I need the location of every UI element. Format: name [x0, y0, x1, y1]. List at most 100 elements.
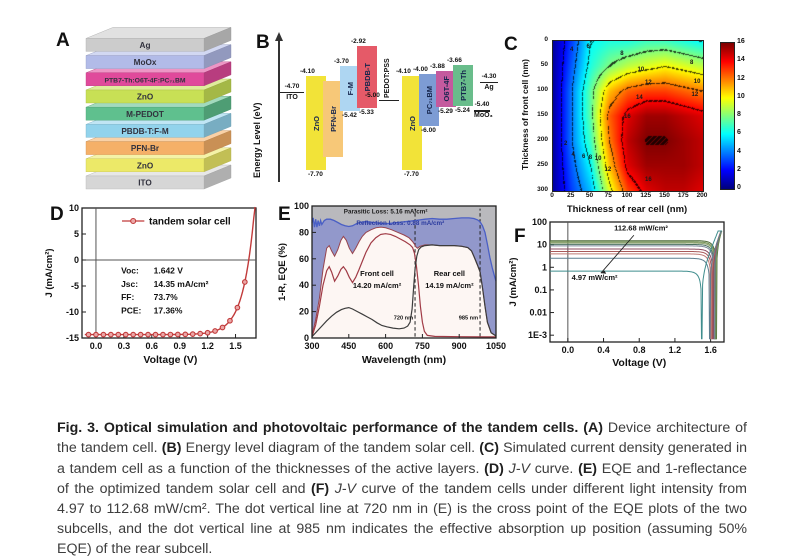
energy-level-MoO₃: [474, 110, 490, 112]
svg-text:17.36%: 17.36%: [154, 305, 183, 315]
svg-text:Ag: Ag: [140, 41, 151, 50]
energy-bar-ZnO: ZnO: [306, 76, 326, 170]
svg-text:600: 600: [378, 341, 393, 351]
svg-text:M-PEDOT: M-PEDOT: [126, 110, 164, 119]
energy-name-vertical: PEDOT:PSS: [384, 58, 391, 98]
energy-bar-PC₇₁BM: PC₇₁BM: [419, 73, 439, 126]
svg-text:0.3: 0.3: [118, 341, 131, 351]
svg-text:Front cell: Front cell: [360, 269, 394, 278]
svg-text:1-R, EQE (%): 1-R, EQE (%): [277, 243, 288, 301]
contour-label: 12: [645, 80, 652, 86]
contour-label: 12: [691, 92, 699, 98]
panel-energy-levels: B Energy Level (eV) ZnO -4.10 -7.70 PFN-Br F…: [252, 18, 500, 200]
energy-value: -2.92: [351, 37, 366, 45]
energy-axis-arrow: [274, 32, 283, 41]
energy-bar-O6T-4F: O6T-4F: [436, 70, 456, 108]
svg-text:10: 10: [537, 240, 547, 250]
eqe-area: [312, 227, 496, 338]
panel-jv-curve: D 0.0 0.3 0.6 0.9 1.2 1.5 10 5 0 -5 -10 -15 Voltage …: [42, 198, 278, 374]
front-eqe-curve: [311, 233, 496, 338]
eqe-plot: 300 450 600 750 900 1050 0 20 40 60 80 100 Wavelengt…: [277, 201, 506, 366]
svg-text:0.4: 0.4: [597, 345, 610, 355]
svg-text:720 nm: 720 nm: [394, 316, 413, 322]
svg-text:40: 40: [299, 280, 309, 290]
panel-label-a: A: [56, 30, 70, 51]
svg-text:1.6: 1.6: [704, 345, 717, 355]
svg-text:14.20 mA/cm²: 14.20 mA/cm²: [353, 281, 402, 290]
svg-text:MoOx: MoOx: [134, 58, 157, 67]
svg-text:Voc:: Voc:: [121, 266, 139, 276]
colorbar-canvas: [720, 42, 735, 190]
svg-text:900: 900: [452, 341, 467, 351]
energy-level-PEDOT:PSS: [379, 99, 399, 102]
svg-text:Jsc:: Jsc:: [121, 279, 138, 289]
contour-label: 10: [594, 156, 602, 162]
stack-layer-front: [85, 141, 205, 155]
svg-text:1E-3: 1E-3: [528, 330, 547, 340]
heatmap-canvas: [552, 40, 704, 192]
contour-label: 16: [645, 177, 652, 183]
svg-text:300: 300: [304, 341, 319, 351]
contour-label: 4: [570, 47, 574, 53]
svg-text:100: 100: [294, 201, 309, 211]
energy-diagram-area: ZnO -4.10 -7.70 PFN-Br F-M -3.70 -5.42 PBDB-T -2…: [252, 18, 500, 200]
svg-text:73.7%: 73.7%: [154, 292, 179, 302]
panel-label-e: E: [278, 204, 291, 225]
panel-eqe: E 300 450 600 750 900 1050 0 20 40 60 80 100 Wavelen…: [276, 198, 508, 374]
svg-text:1.2: 1.2: [669, 345, 682, 355]
svg-text:-10: -10: [66, 307, 79, 317]
intensity-curves: [550, 230, 723, 340]
svg-text:Voltage (V): Voltage (V): [612, 357, 666, 369]
svg-text:985 nm: 985 nm: [459, 316, 478, 322]
stack-layer-front: [85, 106, 205, 121]
panel-light-intensity-jv: F 0.0 0.4 0.8 1.2 1.6 100 10 1 0.1 0.01 1E-3 Voltag…: [506, 214, 750, 374]
energy-bar-ZnO: ZnO: [402, 76, 422, 170]
figure-caption: Fig. 3. Optical simulation and photovolt…: [57, 420, 748, 558]
svg-text:J (mA/cm²): J (mA/cm²): [508, 257, 519, 306]
svg-text:Parasitic Loss: 5.16 mA/cm²: Parasitic Loss: 5.16 mA/cm²: [344, 208, 428, 215]
svg-text:0.9: 0.9: [173, 341, 186, 351]
stack-layer-front: [85, 55, 205, 69]
svg-text:ZnO: ZnO: [137, 93, 154, 102]
svg-text:4.97 mW/cm²: 4.97 mW/cm²: [572, 273, 618, 282]
heatmap-contour-labels: 4 6 8 10 12 14 16 8 10 12 2 4 6 8 10 12 16: [552, 40, 702, 190]
svg-text:PBDB-T:F-M: PBDB-T:F-M: [121, 127, 168, 136]
svg-text:Rear cell: Rear cell: [434, 269, 465, 278]
contour-label: 6: [586, 44, 590, 50]
jv-curve: [84, 206, 256, 338]
energy-value: -3.88: [430, 62, 445, 70]
loss-band: [312, 217, 496, 336]
svg-text:14.19 mA/cm²: 14.19 mA/cm²: [425, 281, 474, 290]
svg-text:Voltage (V): Voltage (V): [143, 354, 197, 366]
contour-label: 8: [620, 51, 624, 57]
intensity-jv-plot: 0.0 0.4 0.8 1.2 1.6 100 10 1 0.1 0.01 1E-3 Voltage …: [508, 217, 725, 369]
figure-page: { "panels": { "A": {"label": "A"}, "B": …: [42, 18, 750, 558]
contour-label: 4: [571, 152, 575, 158]
contour-label: 14: [636, 95, 643, 101]
contour-label: 10: [693, 78, 701, 85]
svg-text:PCE:: PCE:: [121, 305, 141, 315]
energy-value: -3.66: [447, 56, 462, 64]
stack-layer-front: [85, 175, 205, 190]
contour-label: 6: [582, 153, 586, 160]
panel-label-c: C: [504, 34, 518, 55]
svg-text:FF:: FF:: [121, 292, 134, 302]
energy-axis: [278, 40, 280, 182]
panel-label-b: B: [256, 32, 270, 53]
jv-plot: 0.0 0.3 0.6 0.9 1.2 1.5 10 5 0 -5 -10 -15 Voltage (V…: [44, 203, 257, 366]
svg-text:0.8: 0.8: [633, 345, 646, 355]
energy-level-Ag: [480, 81, 498, 83]
legend: tandem solar cell: [122, 217, 231, 228]
energy-value: -4.00: [413, 65, 428, 73]
svg-text:ITO: ITO: [138, 179, 152, 188]
svg-text:60: 60: [299, 254, 309, 264]
contour-label: 12: [604, 167, 612, 173]
svg-text:1.2: 1.2: [201, 341, 214, 351]
svg-text:112.68 mW/cm²: 112.68 mW/cm²: [614, 224, 668, 233]
energy-value: -5.29: [438, 108, 453, 116]
stack-layer-front: [85, 72, 205, 86]
svg-text:100: 100: [532, 217, 547, 227]
svg-text:0: 0: [304, 333, 309, 343]
intensity-arrow: [600, 234, 635, 274]
svg-text:Reflection Loss: 0.88 mA/cm²: Reflection Loss: 0.88 mA/cm²: [356, 220, 444, 227]
